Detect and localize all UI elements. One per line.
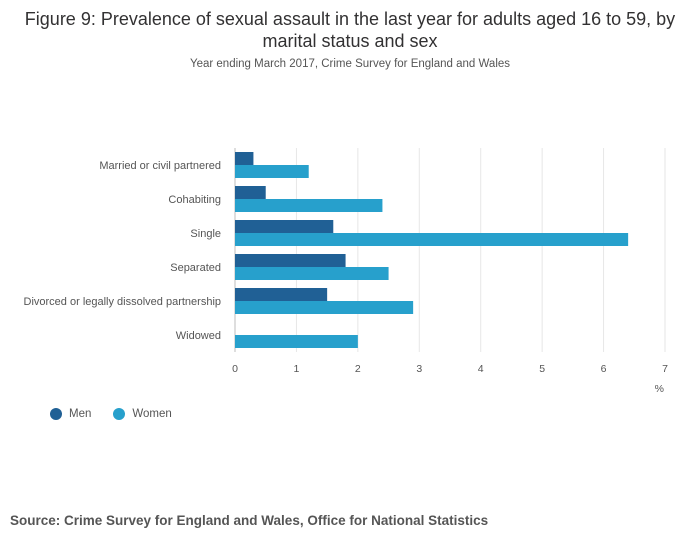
category-labels: Married or civil partnered Cohabiting Sing…: [24, 160, 221, 342]
bar-women[interactable]: [235, 233, 629, 246]
category-label: Separated: [170, 262, 221, 274]
legend-item-men[interactable]: Men: [50, 408, 91, 420]
bar-men[interactable]: [235, 288, 328, 301]
category-label: Married or civil partnered: [99, 160, 221, 172]
gridlines: [234, 148, 666, 352]
chart-title: Figure 9: Prevalence of sexual assault i…: [24, 9, 676, 51]
legend-label-men: Men: [69, 408, 92, 420]
bar-men[interactable]: [235, 254, 346, 267]
x-tick-label: 5: [539, 363, 545, 375]
category-label: Widowed: [176, 330, 221, 342]
legend-swatch-men: [50, 408, 62, 420]
category-label: Divorced or legally dissolved partnershi…: [24, 296, 221, 308]
x-tick-label: 0: [232, 363, 238, 375]
x-tick-label: 2: [355, 363, 361, 375]
x-tick-labels: 0 1 2 3 4 5 6 7: [232, 363, 668, 375]
bars: [235, 152, 629, 348]
bar-women[interactable]: [235, 267, 389, 280]
category-label: Cohabiting: [168, 194, 221, 206]
x-tick-label: 7: [662, 363, 668, 375]
bar-men[interactable]: [235, 186, 266, 199]
x-unit-label: %: [655, 383, 664, 395]
x-tick-label: 3: [416, 363, 422, 375]
bar-men[interactable]: [235, 152, 254, 165]
x-tick-label: 4: [478, 363, 484, 375]
chart-subtitle: Year ending March 2017, Crime Survey for…: [189, 58, 511, 70]
legend-swatch-women: [113, 408, 126, 420]
legend-label-women: Women: [132, 408, 172, 420]
legend-item-women[interactable]: Women: [113, 408, 172, 420]
category-label: Single: [190, 228, 221, 240]
bar-women[interactable]: [235, 335, 358, 348]
bar-women[interactable]: [235, 165, 309, 178]
legend: Men Women: [50, 408, 194, 420]
bar-men[interactable]: [235, 220, 334, 233]
bar-women[interactable]: [235, 301, 414, 314]
bar-women[interactable]: [235, 199, 383, 212]
source-note: Source: Crime Survey for England and Wal…: [10, 513, 489, 528]
x-tick-label: 1: [294, 363, 300, 375]
x-tick-label: 6: [601, 363, 607, 375]
